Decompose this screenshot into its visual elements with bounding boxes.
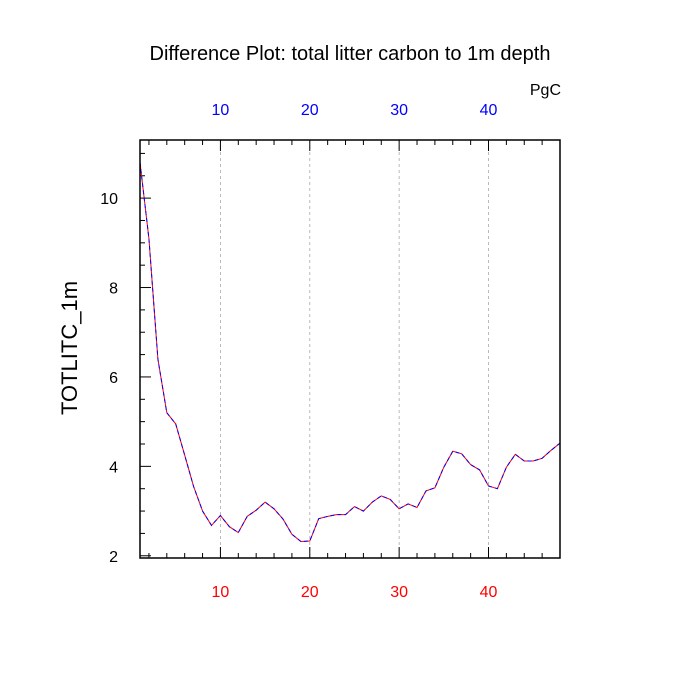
plot-frame [139,139,561,559]
x-tick-label-top-10: 10 [212,102,230,119]
x-tick-label-bottom-20: 20 [301,584,319,601]
series-line-b-0 [139,162,561,543]
y-tick-label-6: 6 [109,370,118,387]
chart-title: Difference Plot: total litter carbon to … [150,43,551,65]
axis-ticks [140,140,543,558]
x-tick-label-bottom-40: 40 [480,584,498,601]
grid-lines [220,140,489,558]
y-tick-label-4: 4 [109,459,118,476]
y-tick-label-10: 10 [100,191,118,208]
tick-labels: 10 10 20 20 30 30 40 40 2 4 6 8 10 [100,102,497,601]
y-axis-label: TOTLITC_1m [57,281,82,415]
series-layer [139,162,561,543]
y-tick-label-8: 8 [109,281,118,298]
x-tick-label-top-20: 20 [301,102,319,119]
x-tick-label-bottom-30: 30 [390,584,408,601]
x-tick-label-bottom-10: 10 [212,584,230,601]
x-tick-label-top-30: 30 [390,102,408,119]
units-label: PgC [530,82,561,99]
y-tick-label-2: 2 [109,549,118,566]
x-tick-label-top-40: 40 [480,102,498,119]
